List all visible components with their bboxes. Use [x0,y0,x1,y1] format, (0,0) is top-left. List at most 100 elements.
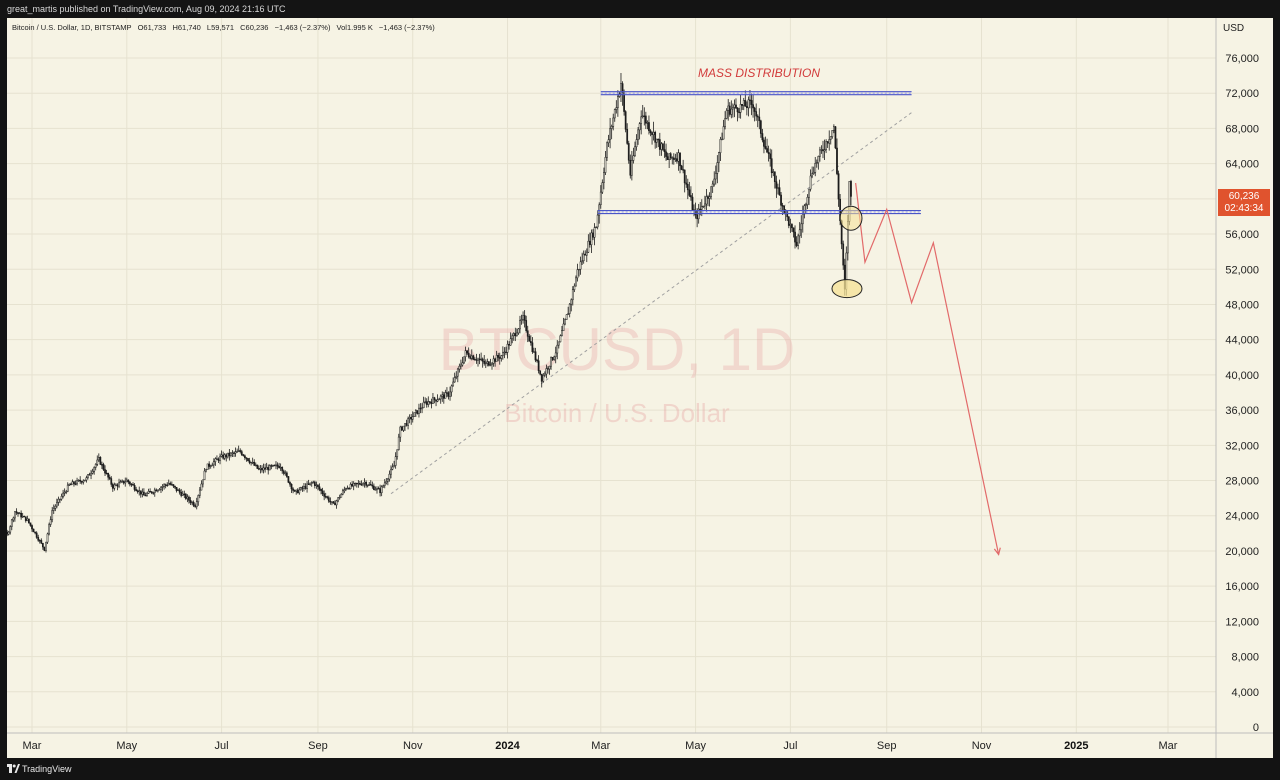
chart-svg[interactable]: BTCUSD, 1D Bitcoin / U.S. Dollar MASS DI… [7,18,1273,758]
candle-body [665,151,667,157]
candle-body [708,196,711,199]
candle-body [511,335,514,340]
candle-body [23,515,26,518]
candle-body [321,490,324,494]
candle-body [559,335,562,343]
price-axis[interactable]: 0 4,000 8,000 12,000 16,000 20,000 24,000 28,00… [1225,53,1259,734]
candle-body [808,188,810,198]
candle-body [68,483,71,486]
candle-body [363,481,366,484]
x-tick-label: Mar [23,740,42,752]
candle-body [102,464,105,470]
candle-body [29,522,32,526]
candle-body [727,105,730,111]
candle-body [222,454,225,459]
candle-body [676,158,678,162]
candle-body [278,466,280,469]
candle-body [355,482,358,485]
candle-body [52,508,55,511]
candle-body [37,537,40,541]
candle-body [742,100,745,106]
candle-body [275,464,277,466]
dashed-trendline[interactable] [390,112,912,495]
candle-body [87,474,89,478]
candle-body [791,224,793,229]
candle-body [299,487,302,491]
candle-body [101,464,103,466]
candle-body [589,240,591,245]
candle-body [163,484,165,487]
candle-body [478,358,481,361]
candle-body [264,467,266,470]
candle-body [335,500,338,506]
candle-body [113,484,116,489]
candle-body [105,472,108,475]
legend-volume-change: −1,463 (−2.37%) [378,23,435,32]
candle-body [42,542,44,548]
candle-body [815,162,818,164]
chart-area[interactable]: BTCUSD, 1D Bitcoin / U.S. Dollar MASS DI… [7,18,1273,758]
footer-brand[interactable]: TradingView [22,764,72,774]
tradingview-logo-icon[interactable] [7,764,20,773]
candle-body [247,458,249,461]
candle-body [174,485,176,488]
candle-body [630,160,633,176]
candle-body [327,497,330,502]
candle-body [189,500,192,503]
candle-body [153,489,156,494]
candle-body [441,394,444,397]
currency-label[interactable]: USD [1223,23,1245,34]
candle-body [803,205,806,215]
candle-body [129,481,131,485]
candle-body [526,330,529,337]
candle-body [520,319,523,321]
candle-body [620,83,622,95]
candle-body [711,183,714,187]
candle-body [731,107,734,110]
candle-body [763,139,765,147]
candle-body [24,516,27,521]
candle-body [444,392,447,399]
candle-body [323,493,326,497]
time-axis[interactable]: Mar May Jul Sep Nov 2024 Mar May Jul Sep Nov 2025 Ma… [23,740,1178,752]
legend-close: C60,236 [240,23,269,32]
markers-layer[interactable] [831,205,863,299]
x-tick-label: Nov [403,740,423,752]
candle-body [206,463,209,470]
candle-body [483,360,486,364]
candle-body [272,464,274,467]
candle-body [758,116,761,122]
candle-body [346,487,349,490]
candle-body [644,115,647,124]
candle-body [442,394,445,399]
candle-body [550,357,552,367]
candle-body [690,195,692,198]
candle-body [498,357,501,359]
candle-body [136,490,139,493]
candle-body [805,204,807,207]
candle-body [579,261,582,270]
projection-path[interactable] [855,182,1000,555]
candle-body [91,471,94,474]
bands-layer[interactable] [597,91,921,215]
candle-body [450,385,453,393]
candle-body [284,472,287,474]
candle-body [46,533,49,543]
y-tick-label: 68,000 [1225,123,1259,135]
candle-body [337,497,340,502]
candle-body [446,392,448,394]
x-tick-label: Jul [215,740,229,752]
candle-body [531,342,534,352]
candle-body [143,491,145,496]
breakdown-circle-marker[interactable] [839,205,863,231]
candle-body [556,344,559,354]
projection-layer[interactable] [855,182,1001,556]
candle-body [722,126,725,140]
candle-body [240,451,243,456]
wick-low-ellipse-marker[interactable] [831,279,863,299]
candle-body [584,253,587,256]
candle-body [166,484,169,486]
candle-body [506,343,509,353]
annotation-mass-distribution[interactable]: MASS DISTRIBUTION [698,66,820,80]
candle-body [534,351,537,361]
